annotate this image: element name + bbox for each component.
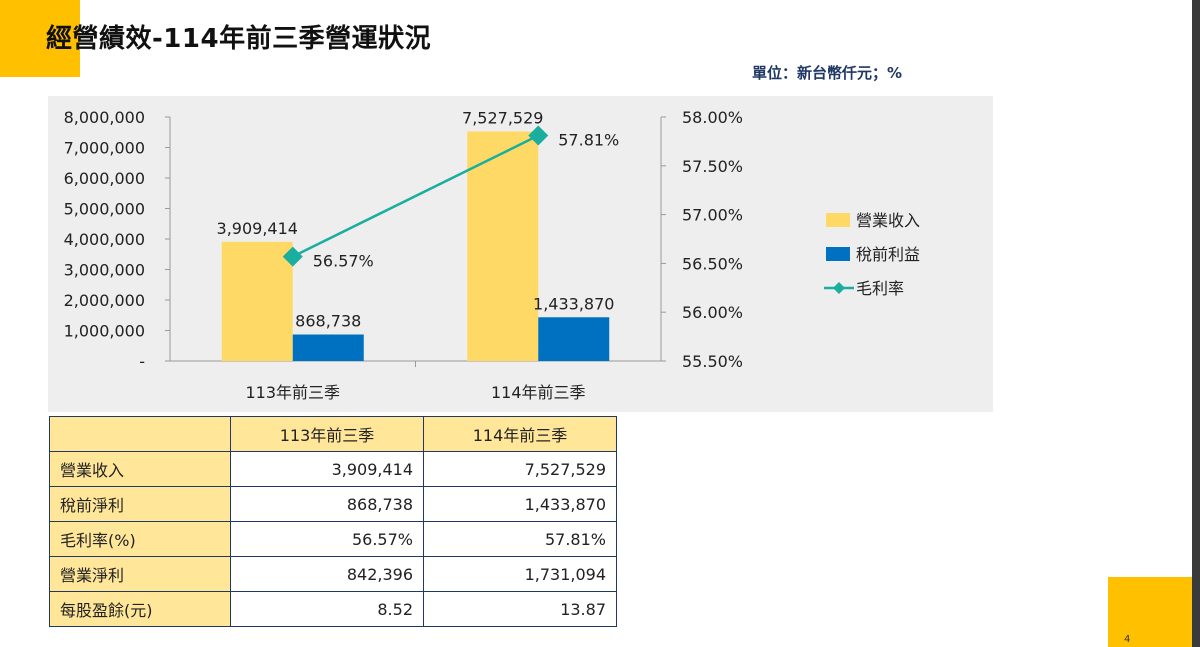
performance-table: 113年前三季 114年前三季 營業收入 3,909,414 7,527,529… bbox=[49, 416, 617, 627]
y-right-tick-label: 57.00% bbox=[682, 206, 743, 225]
table-header-cell: 113年前三季 bbox=[230, 416, 424, 452]
legend-label: 營業收入 bbox=[856, 211, 920, 230]
table-cell: 7,527,529 bbox=[423, 451, 617, 487]
table-row: 毛利率(%) 56.57% 57.81% bbox=[49, 521, 617, 557]
table-row: 營業收入 3,909,414 7,527,529 bbox=[49, 451, 617, 487]
table-cell: 57.81% bbox=[423, 521, 617, 557]
y-right-tick-label: 56.00% bbox=[682, 303, 743, 322]
unit-label: 單位：新台幣仟元；% bbox=[752, 64, 903, 82]
legend-swatch bbox=[826, 247, 850, 261]
line-data-label: 56.57% bbox=[313, 252, 374, 271]
bar-data-label: 7,527,529 bbox=[462, 108, 543, 127]
table-header-cell bbox=[49, 416, 231, 452]
table-cell: 3,909,414 bbox=[230, 451, 424, 487]
legend-marker bbox=[833, 282, 845, 294]
row-label: 營業收入 bbox=[49, 451, 231, 487]
table-row: 每股盈餘(元) 8.52 13.87 bbox=[49, 591, 617, 627]
page-title: 經營績效-114年前三季營運狀況 bbox=[46, 24, 432, 54]
y-left-tick-label: 4,000,000 bbox=[64, 230, 145, 249]
table-cell: 1,433,870 bbox=[423, 486, 617, 522]
row-label: 稅前淨利 bbox=[49, 486, 231, 522]
x-tick-label: 113年前三季 bbox=[245, 383, 340, 402]
corner-accent-top-left bbox=[0, 0, 80, 77]
table-cell: 13.87 bbox=[423, 591, 617, 627]
bar-data-label: 1,433,870 bbox=[533, 294, 614, 313]
y-left-tick-label: 1,000,000 bbox=[64, 322, 145, 341]
table-header-row: 113年前三季 114年前三季 bbox=[49, 416, 617, 452]
legend-label: 毛利率 bbox=[856, 279, 904, 298]
bar-稅前利益 bbox=[292, 334, 364, 361]
row-label: 毛利率(%) bbox=[49, 521, 231, 557]
y-left-tick-label: 2,000,000 bbox=[64, 291, 145, 310]
table-cell: 8.52 bbox=[230, 591, 424, 627]
bar-營業收入 bbox=[221, 241, 293, 361]
table-header-cell: 114年前三季 bbox=[423, 416, 617, 452]
page-number: 4 bbox=[1124, 634, 1131, 645]
y-left-tick-label: 7,000,000 bbox=[64, 139, 145, 158]
y-right-tick-label: 55.50% bbox=[682, 352, 743, 371]
y-left-tick-label: - bbox=[139, 352, 145, 371]
y-left-tick-label: 6,000,000 bbox=[64, 169, 145, 188]
bar-data-label: 3,909,414 bbox=[217, 219, 298, 238]
table-row: 稅前淨利 868,738 1,433,870 bbox=[49, 486, 617, 522]
table-cell: 842,396 bbox=[230, 556, 424, 592]
line-point-marker bbox=[282, 246, 303, 267]
x-tick-label: 114年前三季 bbox=[491, 383, 586, 402]
y-left-tick-label: 5,000,000 bbox=[64, 200, 145, 219]
line-point-marker bbox=[528, 125, 549, 146]
y-right-tick-label: 58.00% bbox=[682, 108, 743, 127]
window-edge bbox=[1192, 0, 1200, 647]
table-cell: 56.57% bbox=[230, 521, 424, 557]
legend-swatch bbox=[826, 213, 850, 227]
bar-稅前利益 bbox=[538, 317, 610, 361]
y-right-tick-label: 56.50% bbox=[682, 254, 743, 273]
combo-chart: - 1,000,000 2,000,000 3,000,000 4,000,000 5,0… bbox=[64, 108, 920, 402]
y-right-tick-label: 57.50% bbox=[682, 157, 743, 176]
table-cell: 868,738 bbox=[230, 486, 424, 522]
y-left-tick-label: 3,000,000 bbox=[64, 261, 145, 280]
bar-營業收入 bbox=[467, 131, 539, 361]
row-label: 營業淨利 bbox=[49, 556, 231, 592]
legend-label: 稅前利益 bbox=[856, 245, 920, 264]
bar-data-label: 868,738 bbox=[295, 312, 361, 331]
row-label: 每股盈餘(元) bbox=[49, 591, 231, 627]
table-row: 營業淨利 842,396 1,731,094 bbox=[49, 556, 617, 592]
line-毛利率 bbox=[292, 134, 539, 258]
line-data-label: 57.81% bbox=[558, 131, 619, 150]
corner-accent-bottom-right bbox=[1108, 577, 1200, 647]
y-left-tick-label: 8,000,000 bbox=[64, 108, 145, 127]
table-cell: 1,731,094 bbox=[423, 556, 617, 592]
